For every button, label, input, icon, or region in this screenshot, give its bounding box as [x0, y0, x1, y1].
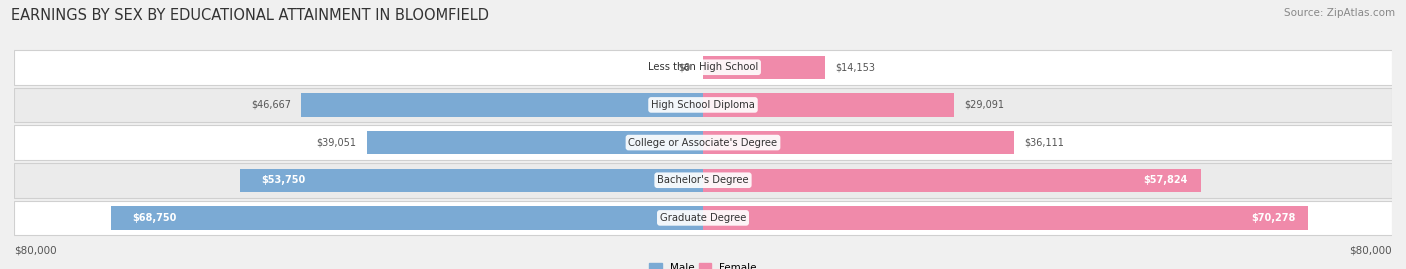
Bar: [14, 125, 1392, 160]
Text: $46,667: $46,667: [250, 100, 291, 110]
Text: $29,091: $29,091: [965, 100, 1004, 110]
Text: Source: ZipAtlas.com: Source: ZipAtlas.com: [1284, 8, 1395, 18]
Text: Graduate Degree: Graduate Degree: [659, 213, 747, 223]
Bar: [703, 169, 1201, 192]
Bar: [14, 201, 1392, 235]
Bar: [703, 131, 1014, 154]
Text: $53,750: $53,750: [262, 175, 307, 185]
Text: $36,111: $36,111: [1025, 137, 1064, 148]
Text: $14,153: $14,153: [835, 62, 875, 72]
Bar: [14, 50, 1392, 84]
Text: Bachelor's Degree: Bachelor's Degree: [657, 175, 749, 185]
Legend: Male, Female: Male, Female: [650, 263, 756, 269]
Text: EARNINGS BY SEX BY EDUCATIONAL ATTAINMENT IN BLOOMFIELD: EARNINGS BY SEX BY EDUCATIONAL ATTAINMEN…: [11, 8, 489, 23]
Text: High School Diploma: High School Diploma: [651, 100, 755, 110]
Text: College or Associate's Degree: College or Associate's Degree: [628, 137, 778, 148]
Bar: [301, 93, 703, 116]
Text: $70,278: $70,278: [1251, 213, 1295, 223]
Bar: [14, 163, 1392, 197]
Text: $57,824: $57,824: [1143, 175, 1188, 185]
Bar: [703, 56, 825, 79]
Bar: [703, 93, 953, 116]
Text: $39,051: $39,051: [316, 137, 356, 148]
Bar: [703, 206, 1308, 229]
Text: $68,750: $68,750: [132, 213, 177, 223]
Text: $0: $0: [678, 62, 690, 72]
Bar: [240, 169, 703, 192]
Bar: [111, 206, 703, 229]
Bar: [14, 88, 1392, 122]
Text: Less than High School: Less than High School: [648, 62, 758, 72]
Text: $80,000: $80,000: [1350, 245, 1392, 255]
Text: $80,000: $80,000: [14, 245, 56, 255]
Bar: [367, 131, 703, 154]
